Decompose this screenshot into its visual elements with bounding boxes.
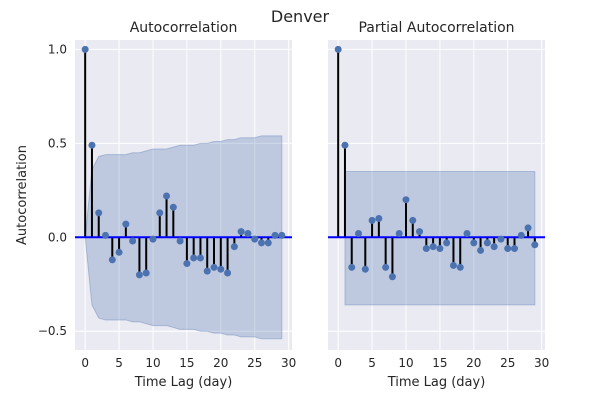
data-point (355, 230, 363, 238)
data-point (463, 230, 471, 238)
x-tick-label: 10 (398, 356, 413, 370)
data-point (156, 209, 164, 217)
data-point (368, 216, 376, 224)
y-tick-label: 0.5 (48, 136, 67, 150)
data-point (135, 271, 143, 279)
x-tick-label: 5 (115, 356, 123, 370)
data-point (244, 230, 252, 238)
data-point (348, 263, 356, 271)
data-point (224, 269, 232, 277)
data-point (416, 228, 424, 236)
data-point (341, 141, 349, 149)
y-tick-label: −0.5 (38, 324, 67, 338)
data-point (257, 239, 265, 247)
data-point (456, 263, 464, 271)
data-point (129, 237, 137, 245)
x-tick-label: 5 (368, 356, 376, 370)
data-point (183, 260, 191, 268)
data-point (443, 239, 451, 247)
data-point (504, 245, 512, 253)
x-tick-label: 20 (466, 356, 481, 370)
panel-title: Partial Autocorrelation (358, 20, 514, 36)
data-point (409, 216, 417, 224)
x-tick-label: 30 (534, 356, 549, 370)
data-point (422, 245, 430, 253)
data-point (477, 246, 485, 254)
x-tick-label: 10 (145, 356, 160, 370)
data-point (531, 241, 539, 249)
data-point (375, 214, 383, 222)
data-point (142, 269, 150, 277)
y-tick-label: 0.0 (48, 230, 67, 244)
data-point (149, 235, 157, 243)
data-point (429, 243, 437, 251)
data-point (115, 248, 123, 256)
panel-title: Autocorrelation (130, 20, 238, 36)
figure-title: Denver (271, 7, 330, 26)
data-point (382, 263, 390, 271)
data-point (102, 231, 110, 239)
x-tick-label: 15 (179, 356, 194, 370)
data-point (334, 45, 342, 53)
data-point (388, 273, 396, 281)
data-point (196, 254, 204, 262)
x-axis-label: Time Lag (day) (134, 375, 233, 390)
data-point (517, 231, 525, 239)
x-tick-label: 20 (213, 356, 228, 370)
data-point (497, 235, 505, 243)
data-point (176, 237, 184, 245)
x-tick-label: 30 (281, 356, 296, 370)
data-point (81, 45, 89, 53)
x-tick-label: 0 (81, 356, 89, 370)
data-point (278, 231, 286, 239)
x-tick-label: 0 (334, 356, 342, 370)
data-point (470, 239, 478, 247)
plot-area (75, 40, 292, 350)
data-point (483, 239, 491, 247)
data-point (203, 267, 211, 275)
data-point (449, 261, 457, 269)
data-point (163, 192, 171, 200)
x-axis-label: Time Lag (day) (387, 375, 486, 390)
data-point (122, 220, 130, 228)
data-point (95, 209, 103, 217)
data-point (237, 228, 245, 236)
x-tick-label: 25 (500, 356, 515, 370)
data-point (271, 231, 279, 239)
data-point (251, 235, 259, 243)
data-point (436, 245, 444, 253)
y-tick-label: 1.0 (48, 42, 67, 56)
pacf-panel: 0 5 10 15 20 25 30 Partial Autocorrelation Time … (328, 20, 549, 390)
x-tick-label: 25 (247, 356, 262, 370)
data-point (210, 263, 218, 271)
data-point (217, 265, 225, 273)
data-point (108, 256, 116, 264)
data-point (402, 196, 410, 204)
data-point (88, 141, 96, 149)
data-point (395, 230, 403, 238)
data-point (524, 224, 532, 232)
plot-area (328, 40, 545, 350)
data-point (169, 203, 177, 211)
acf-panel: 0 5 10 15 20 25 30 −0.5 0.0 0.5 1.0 Autocorrelation… (15, 20, 296, 390)
data-point (264, 239, 272, 247)
y-axis-label: Autocorrelation (15, 145, 30, 245)
data-point (490, 243, 498, 251)
data-point (361, 265, 369, 273)
data-point (230, 243, 238, 251)
x-tick-label: 15 (432, 356, 447, 370)
data-point (190, 254, 198, 262)
data-point (510, 245, 518, 253)
